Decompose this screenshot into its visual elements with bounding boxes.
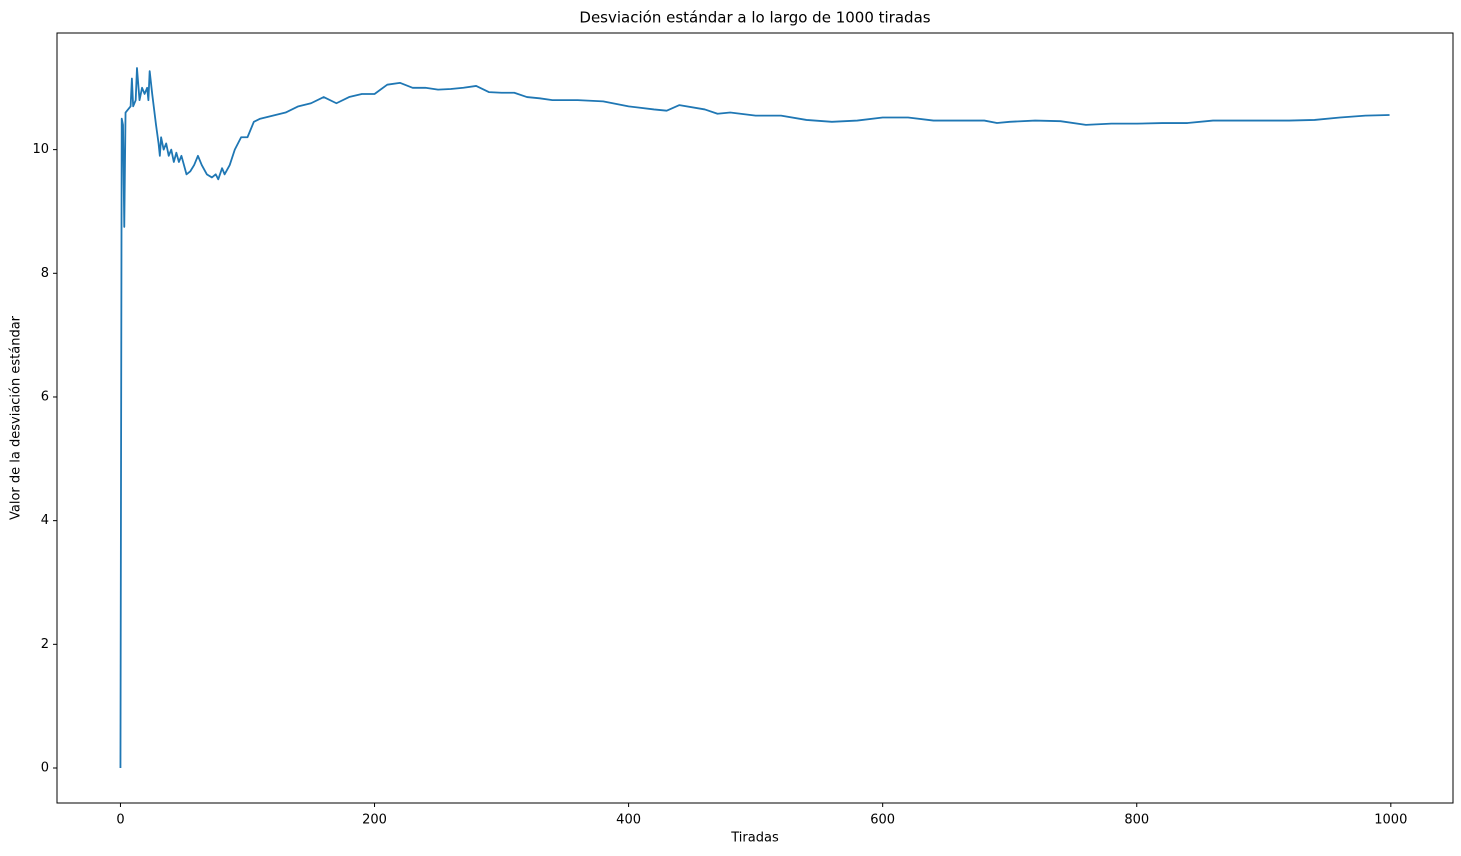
y-tick-label: 0 [41,761,49,776]
y-axis-label: Valor de la desviación estándar [9,315,24,520]
y-tick-label: 6 [41,389,49,404]
x-tick-label: 800 [1124,813,1149,828]
x-tick-label: 400 [616,813,641,828]
y-tick-label: 2 [41,637,49,652]
x-tick-label: 200 [362,813,387,828]
y-tick-label: 8 [41,266,49,281]
y-tick-label: 10 [32,142,49,157]
data-line [119,67,1390,769]
y-tick-label: 4 [41,513,49,528]
x-axis-label: Tiradas [730,831,779,846]
x-tick-label: 0 [116,813,124,828]
x-tick-label: 1000 [1374,813,1407,828]
plot-frame [56,32,1454,804]
chart-title: Desviación estándar a lo largo de 1000 t… [579,9,930,27]
x-tick-label: 600 [870,813,895,828]
